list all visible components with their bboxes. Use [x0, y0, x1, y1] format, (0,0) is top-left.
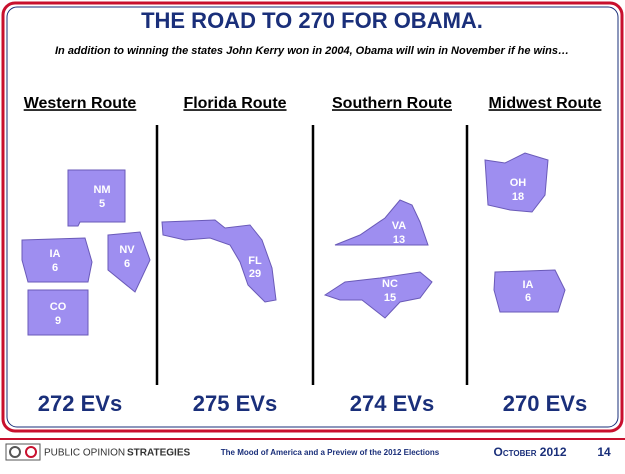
state-ev: 18 [512, 191, 524, 203]
route-heading: Western Route [24, 95, 137, 112]
logo-mark [25, 446, 37, 458]
state-abbr: FL [248, 255, 262, 267]
state-abbr: NM [93, 184, 110, 196]
state-ev: 6 [52, 262, 58, 274]
state-ev: 29 [249, 268, 261, 280]
state-shape [484, 152, 549, 213]
state-ev: 6 [124, 258, 130, 270]
route-total: 272 EVs [38, 391, 122, 416]
page-number: 14 [597, 445, 611, 459]
subtitle: In addition to winning the states John K… [55, 45, 569, 57]
state-abbr: NC [382, 278, 398, 290]
company-name-bold: STRATEGIES [127, 448, 190, 459]
route-total: 270 EVs [503, 391, 587, 416]
state-abbr: CO [50, 301, 67, 313]
company-name: PUBLIC OPINION [44, 448, 125, 459]
state-ev: 5 [99, 198, 105, 210]
frame-inner [6, 6, 619, 428]
state-shape [493, 269, 566, 313]
title: THE ROAD TO 270 FOR OBAMA. [141, 8, 483, 33]
state-abbr: OH [510, 177, 527, 189]
state-shape [21, 237, 93, 283]
route-total: 275 EVs [193, 391, 277, 416]
state-shape [27, 289, 89, 336]
logo-mark [9, 446, 21, 458]
footer-date: October 2012 [494, 445, 567, 459]
state-abbr: IA [50, 248, 61, 260]
state-shape [107, 231, 151, 293]
state-shape [334, 199, 429, 246]
route-total: 274 EVs [350, 391, 434, 416]
route-heading: Florida Route [183, 95, 286, 112]
logo [5, 443, 41, 461]
state-shape [67, 169, 126, 227]
state-ev: 13 [393, 234, 405, 246]
state-shape [161, 219, 277, 303]
state-ev: 6 [525, 292, 531, 304]
state-abbr: VA [392, 220, 407, 232]
state-abbr: IA [523, 279, 534, 291]
state-shape [323, 271, 433, 319]
route-heading: Midwest Route [489, 95, 602, 112]
state-ev: 15 [384, 292, 396, 304]
state-abbr: NV [119, 244, 135, 256]
frame [1, 1, 624, 433]
route-heading: Southern Route [332, 95, 452, 112]
footer-center: The Mood of America and a Preview of the… [221, 448, 440, 457]
state-ev: 9 [55, 315, 61, 327]
